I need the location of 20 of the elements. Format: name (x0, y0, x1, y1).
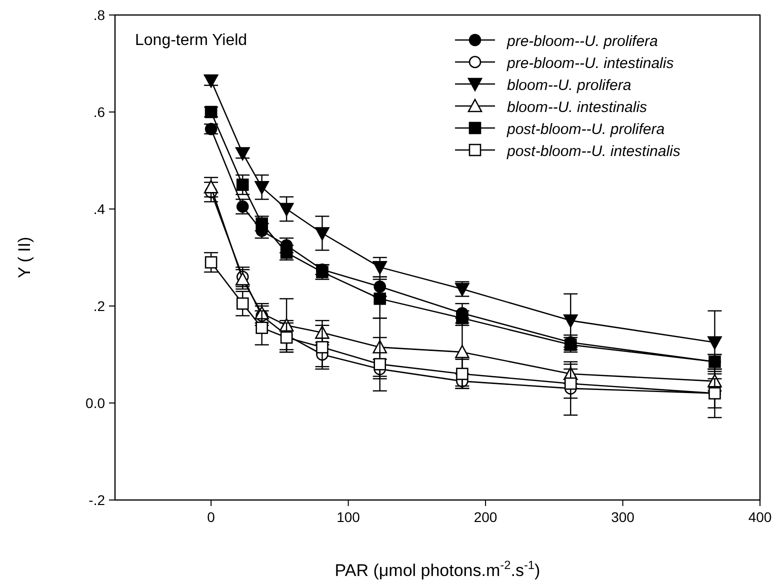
legend-label: pre-bloom--U. intestinalis (506, 55, 674, 72)
x-tick-label: 100 (336, 509, 360, 525)
x-tick-label: 200 (474, 509, 498, 525)
y-axis-title: Y ( II) (15, 236, 34, 278)
text: Long-term Yield (135, 32, 248, 49)
x-tick-label: 300 (611, 509, 635, 525)
legend-label: bloom--U. intestinalis (507, 99, 648, 116)
y-tick-label: .2 (93, 298, 106, 314)
y-tick-label: .4 (93, 201, 106, 217)
legend-label: post-bloom--U. prolifera (506, 121, 665, 138)
y-tick-label: .8 (93, 7, 106, 23)
y-tick-label: 0.0 (86, 395, 106, 411)
legend-label: pre-bloom--U. prolifera (506, 33, 658, 50)
x-axis-title: PAR (μmol photons.m$^{-2}$.s$^{-1}$) (334, 558, 540, 580)
x-tick-label: 400 (748, 509, 772, 525)
legend-label: post-bloom--U. intestinalis (506, 143, 681, 160)
x-tick-label: 0 (207, 509, 216, 525)
y-tick-label: -.2 (88, 492, 106, 508)
y-tick-label: .6 (93, 104, 106, 120)
legend-label: bloom--U. prolifera (507, 77, 632, 94)
